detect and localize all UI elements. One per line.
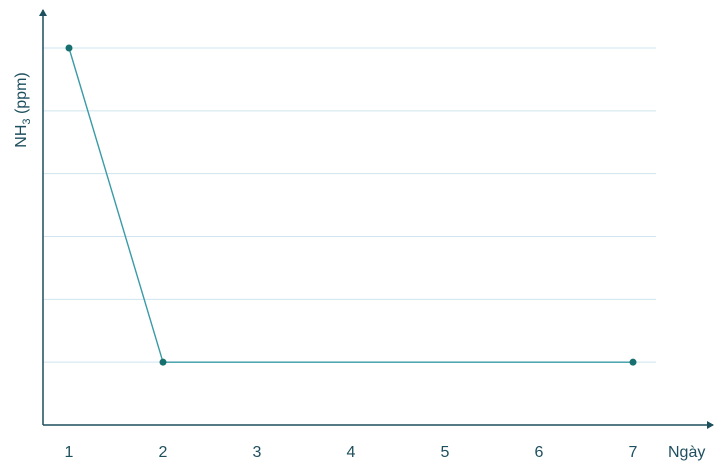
data-point: [630, 359, 637, 366]
data-point: [66, 45, 73, 52]
x-axis-label: Ngày: [668, 444, 705, 461]
y-axis-label-main: NH: [13, 125, 30, 148]
x-tick-label: 4: [347, 444, 356, 461]
y-axis-label: NH3 (ppm): [13, 72, 33, 147]
x-tick-labels: 1 2 3 4 5 6 7: [65, 444, 638, 461]
data-point: [160, 359, 167, 366]
y-axis-label-unit: (ppm): [13, 72, 30, 118]
x-tick-label: 7: [629, 444, 638, 461]
x-tick-label: 3: [253, 444, 262, 461]
x-tick-label: 6: [535, 444, 544, 461]
grid-lines: [43, 48, 656, 362]
x-tick-label: 1: [65, 444, 74, 461]
series-layer: [66, 45, 637, 366]
x-tick-label: 2: [159, 444, 168, 461]
series-line: [69, 48, 633, 362]
x-tick-label: 5: [441, 444, 450, 461]
